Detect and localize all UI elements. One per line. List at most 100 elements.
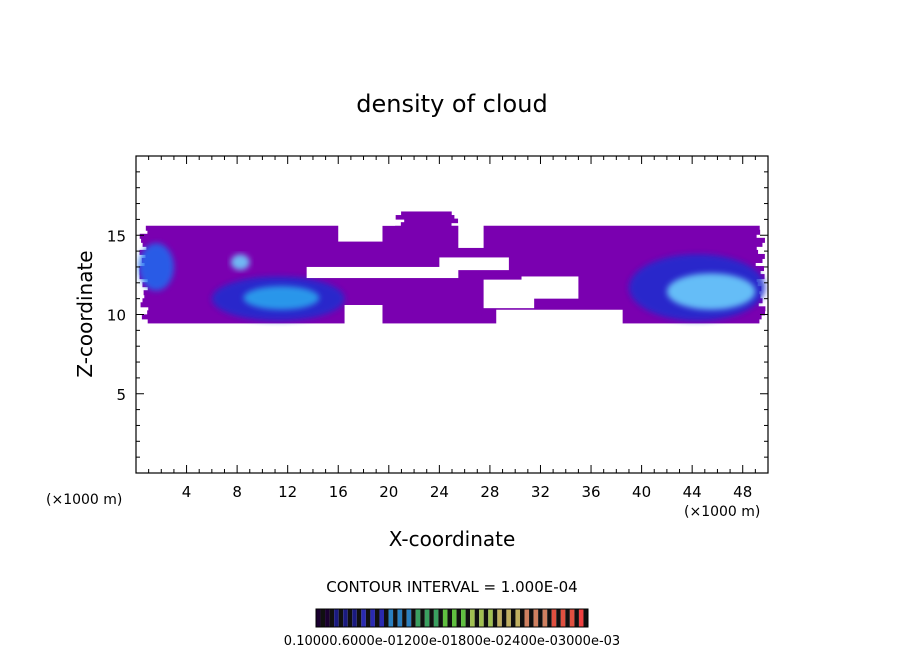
clear-gap [496, 309, 623, 325]
cloud-cell [142, 298, 763, 304]
colorbar-cell [452, 609, 457, 627]
colorbar-cell [379, 609, 384, 627]
cloud-cell [414, 315, 482, 320]
cloud-cell [148, 306, 766, 312]
clear-gap [439, 257, 509, 271]
y-tick-labels: 5 10 15 [107, 227, 126, 404]
colorbar-cell [320, 609, 326, 627]
cloud-cell [145, 253, 765, 259]
cloud-cell [404, 218, 459, 224]
colorbar-cell [388, 609, 394, 627]
colorbar-cell [384, 609, 389, 627]
x-tick-label: 4 [182, 483, 192, 501]
clear-gap [458, 209, 478, 226]
y-tick-label: 10 [107, 307, 126, 325]
cloud-cell [141, 237, 765, 243]
clear-gap [382, 209, 396, 226]
colorbar-cell [479, 609, 484, 627]
colorbar-cell [325, 609, 330, 627]
colorbar-cell [506, 609, 511, 627]
colorbar-cell [470, 609, 475, 627]
colorbar-cell [415, 609, 421, 627]
cloud-region [138, 243, 174, 291]
cloud-region [666, 273, 756, 310]
colorbar-frame [315, 608, 589, 628]
chart-title: density of cloud [356, 90, 547, 118]
colorbar-cell [501, 609, 507, 627]
cloud-cell [409, 312, 482, 317]
colorbar-cell [329, 609, 335, 627]
cloud-cell [147, 278, 757, 284]
x-tick-label: 8 [232, 483, 242, 501]
colorbar-cell [361, 609, 366, 627]
colorbar-cell [565, 609, 570, 627]
colorbar-cell [474, 609, 480, 627]
colorbar-cell [583, 609, 588, 627]
x-tick-label: 24 [430, 483, 449, 501]
colorbar-cell [551, 609, 557, 627]
cloud-field [138, 209, 766, 325]
x-tick-label: 36 [581, 483, 600, 501]
colorbar-cell [411, 609, 416, 627]
colorbar-cell [433, 609, 439, 627]
x-axis-title: X-coordinate [389, 527, 516, 551]
colorbar-cell [515, 609, 520, 627]
cloud-core [230, 254, 250, 271]
colorbar-cell [461, 609, 466, 627]
cloud-core [666, 273, 756, 310]
colorbar-cell [397, 609, 403, 627]
colorbar-cell [447, 609, 452, 627]
colorbar-cell [420, 609, 425, 627]
cloud-region [243, 285, 320, 310]
clear-gap [521, 276, 579, 299]
colorbar-cell [356, 609, 362, 627]
y-tick-label: 15 [107, 227, 126, 245]
colorbar-cell [492, 609, 498, 627]
cloud-cell [139, 233, 757, 239]
clear-gap [338, 224, 383, 242]
cloud-cell [412, 309, 477, 314]
cloud-cell [143, 290, 760, 296]
cloud-cell [147, 286, 762, 292]
cloud-core [243, 285, 320, 310]
colorbar-labels: 0.10000.6000e-01200e-01800e-02400e-03000… [284, 634, 620, 649]
x-unit-left: (×1000 m) [46, 492, 122, 508]
x-tick-labels: 4 8 12 16 20 24 28 32 36 40 44 48 [182, 483, 752, 501]
colorbar-cell [402, 609, 407, 627]
colorbar-cell [488, 609, 493, 627]
x-tick-label: 20 [379, 483, 398, 501]
colorbar-cell [574, 609, 579, 627]
x-tick-label: 32 [531, 483, 550, 501]
colorbar-cell [442, 609, 448, 627]
colorbar-cell [510, 609, 516, 627]
colorbar-cell [520, 609, 525, 627]
colorbar-cell [334, 609, 339, 627]
colorbar-cell [538, 609, 543, 627]
colorbar-cell [547, 609, 552, 627]
colorbar-cell [352, 609, 357, 627]
colorbar-cell [365, 609, 371, 627]
cloud-cell [142, 241, 763, 247]
y-axis-title: Z-coordinate [73, 250, 97, 377]
colorbar-cell [578, 609, 584, 627]
clear-gap [344, 304, 383, 325]
colorbar-cell [424, 609, 430, 627]
x-tick-label: 40 [632, 483, 651, 501]
colorbar-cell [483, 609, 489, 627]
x-tick-label: 12 [278, 483, 297, 501]
cloud-region [230, 254, 250, 271]
clear-gap [458, 224, 484, 248]
colorbar-cell [524, 609, 530, 627]
cloud-cell [400, 222, 452, 227]
colorbar-cell [347, 609, 353, 627]
cloud-region [395, 211, 459, 227]
colorbar-cell [374, 609, 380, 627]
cloud-cell [142, 282, 758, 288]
y-tick-label: 5 [116, 386, 126, 404]
colorbar-cell [497, 609, 502, 627]
cloud-region [409, 309, 482, 322]
x-tick-label: 44 [683, 483, 702, 501]
colorbar-cell [406, 609, 412, 627]
colorbar-cell [542, 609, 548, 627]
cloud-cell [395, 215, 455, 220]
